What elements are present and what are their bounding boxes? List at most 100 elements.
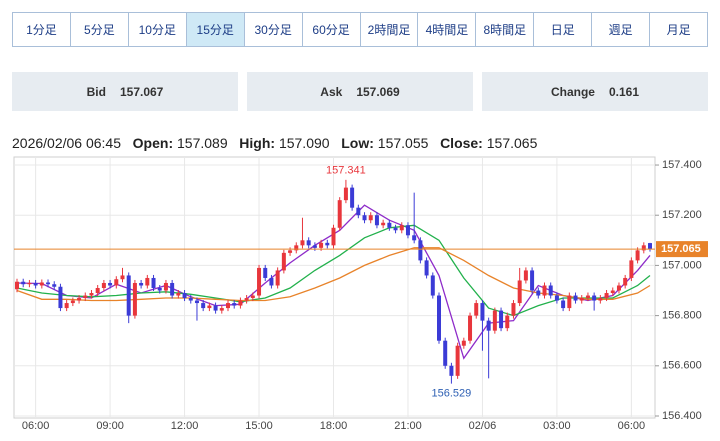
candle-body [567, 295, 572, 309]
candle-body [163, 282, 168, 291]
tab[interactable]: 2時間足 [361, 13, 419, 46]
candle-body [170, 282, 175, 296]
candle-body [443, 340, 448, 366]
candle-body [77, 298, 82, 301]
tab[interactable]: 日足 [534, 13, 593, 46]
candle-body [226, 303, 230, 309]
candle-body [381, 222, 386, 226]
candle-body [52, 284, 57, 287]
candle-body [89, 293, 94, 296]
candle-body [263, 267, 268, 278]
x-tick-label: 12:00 [171, 420, 199, 432]
candle-body [250, 295, 255, 299]
y-tick-label: 156.400 [662, 410, 702, 422]
candle-body [219, 308, 224, 311]
moving-average [16, 224, 651, 317]
ohlc-header: 2026/02/06 06:45 Open: 157.089 High: 157… [12, 135, 537, 151]
candle-body [312, 245, 317, 248]
candle-body [511, 303, 516, 316]
candle-body [108, 282, 113, 286]
candle-body [33, 282, 38, 286]
tab[interactable]: 8時間足 [476, 13, 535, 46]
candle-body [629, 260, 634, 278]
candle-body [387, 222, 392, 228]
candle-body [474, 303, 479, 316]
candle-body [70, 300, 75, 304]
plot-area [13, 156, 656, 419]
moving-average [16, 247, 651, 302]
tab[interactable]: 1分足 [13, 13, 71, 46]
candle-body [517, 280, 522, 304]
tab[interactable]: 4時間足 [418, 13, 477, 46]
candle-body [58, 286, 63, 309]
candle-body [505, 315, 510, 329]
high-value: 157.090 [278, 135, 330, 151]
candle-body [182, 293, 187, 299]
candle-body [548, 285, 553, 296]
candle-body [468, 315, 473, 341]
candle-body [151, 277, 156, 289]
candle-body [604, 293, 609, 299]
tab[interactable]: 週足 [592, 13, 651, 46]
candle-body [64, 303, 69, 309]
tab[interactable]: 5分足 [71, 13, 129, 46]
change-box: Change 0.161 [482, 72, 708, 111]
candle-body [461, 340, 466, 346]
x-tick-label: 18:00 [320, 420, 348, 432]
candle-body [350, 187, 355, 208]
candle-body [27, 282, 32, 285]
candle-body [648, 243, 652, 250]
candle-body [238, 300, 243, 306]
chart: 156.400 156.600 156.800 157.000 157.200 157.4… [13, 156, 708, 432]
tab[interactable]: 月足 [666, 23, 691, 37]
tab[interactable]: 15分足 [186, 13, 245, 46]
extreme-annotation: 157.341 [326, 165, 366, 177]
candle-body [337, 200, 342, 228]
candle-body [201, 303, 206, 309]
x-tick-label: 09:00 [96, 420, 124, 432]
candle-body [281, 252, 286, 271]
change-label: Change [550, 84, 595, 99]
tab[interactable]: 60分足 [303, 13, 361, 46]
low-value: 157.055 [377, 135, 429, 151]
y-tick-label: 157.200 [662, 209, 702, 221]
candle-body [39, 282, 44, 286]
bid-box: Bid 157.067 [12, 72, 238, 111]
candle-body [21, 281, 26, 285]
candle-body [592, 295, 597, 301]
candle-body [157, 288, 162, 291]
quote-bar: Bid 157.067 Ask 157.069 Change 0.161 [12, 72, 708, 111]
candle-body [561, 300, 566, 309]
x-tick-label: 03:00 [543, 420, 571, 432]
candle-body [542, 285, 547, 296]
tab[interactable]: 10分足 [129, 13, 187, 46]
candle-body [139, 282, 144, 286]
candle-body [492, 310, 497, 331]
candle-body [343, 187, 348, 201]
candle-body [374, 215, 379, 226]
ask-value: 157.069 [356, 84, 400, 99]
candle-body [598, 298, 603, 301]
candle-body [188, 298, 193, 301]
candle-body [424, 260, 429, 276]
tab[interactable]: 30分足 [245, 13, 303, 46]
bid-value: 157.067 [119, 84, 164, 99]
candle-body [331, 227, 336, 246]
candle-body [499, 310, 504, 329]
x-tick-label: 06:00 [618, 420, 646, 432]
candle-body [232, 303, 237, 306]
candle-body [418, 240, 423, 261]
candle-body [554, 295, 559, 301]
candle-body [294, 245, 299, 251]
close-value: 157.065 [486, 135, 538, 151]
extreme-annotation: 156.529 [432, 388, 472, 400]
candle-body [306, 240, 311, 246]
candle-body [430, 275, 435, 296]
candle-body [244, 298, 249, 301]
y-tick-label: 157.000 [662, 259, 702, 271]
x-tick-label: 15:00 [245, 420, 273, 432]
candle-body [530, 270, 535, 291]
change-value: 0.161 [608, 84, 640, 99]
last-price-box [656, 241, 708, 258]
x-tick-label: 21:00 [394, 420, 422, 432]
